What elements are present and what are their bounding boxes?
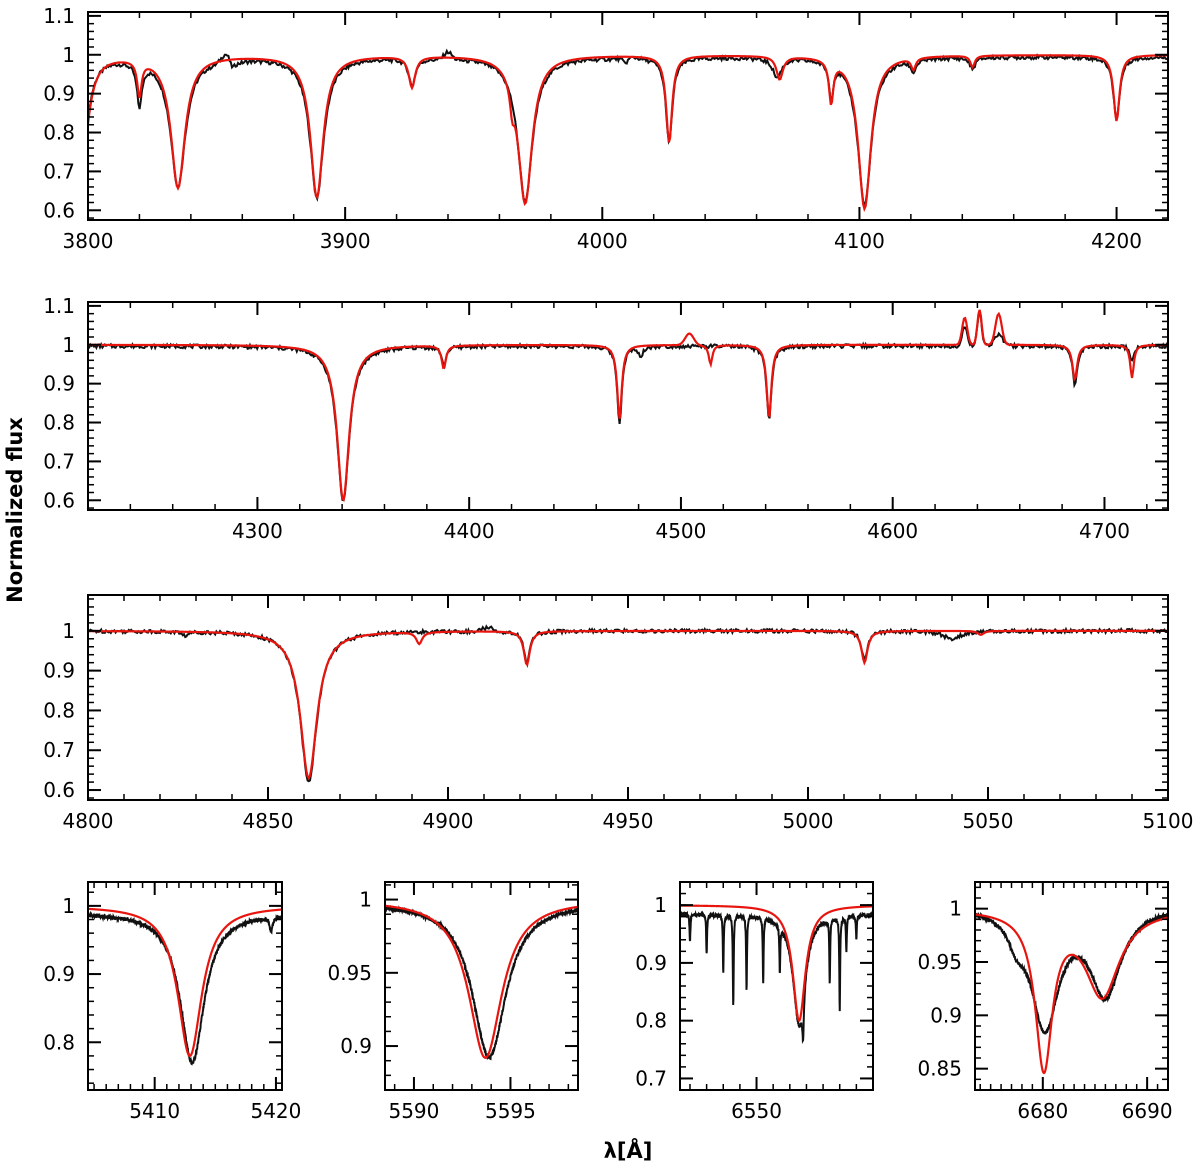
spectrum-panel: 4300 4400 4500 4600 4700 0.6 0.7 0.8 0.9 1 1.1	[43, 294, 1169, 543]
observed-spectrum-line	[88, 624, 1168, 783]
observed-spectrum-line	[975, 911, 1168, 1035]
y-tick-label: 1	[62, 894, 75, 918]
x-tick-label: 4000	[577, 229, 628, 253]
y-tick-label: 1	[949, 897, 962, 921]
y-tick-label: 0.9	[43, 82, 75, 106]
plot-frame	[87, 301, 1169, 511]
x-tick-label: 6690	[1122, 1099, 1173, 1123]
y-tick-label: 0.8	[43, 1030, 75, 1054]
x-tick-label: 3900	[320, 229, 371, 253]
x-tick-label: 5000	[783, 809, 834, 833]
y-tick-label: 0.9	[43, 372, 75, 396]
model-spectrum-line	[88, 309, 1168, 503]
x-tick-label: 4400	[444, 519, 495, 543]
model-spectrum-line	[385, 904, 578, 1059]
model-spectrum-line	[88, 629, 1168, 781]
y-tick-label: 0.9	[43, 659, 75, 683]
model-spectrum-line	[975, 913, 1168, 1075]
x-tick-label: 5595	[485, 1099, 536, 1123]
y-tick-label: 0.8	[43, 411, 75, 435]
y-tick-label: 0.95	[917, 950, 962, 974]
y-tick-label: 1.1	[43, 294, 75, 318]
y-tick-label: 0.9	[930, 1003, 962, 1027]
x-axis-title: λ[Å]	[604, 1138, 653, 1163]
x-tick-label: 4900	[423, 809, 474, 833]
x-tick-label: 3800	[63, 229, 114, 253]
y-tick-label: 0.7	[43, 159, 75, 183]
x-tick-label: 4950	[603, 809, 654, 833]
y-tick-label: 0.85	[917, 1057, 962, 1081]
y-tick-label: 1	[359, 888, 372, 912]
spectrum-panel: 5590 5595 0.9 0.95 1	[327, 881, 579, 1123]
y-axis-title: Normalized flux	[3, 417, 27, 603]
spectrum-panel: 6550 0.7 0.8 0.9 1	[635, 881, 874, 1123]
model-spectrum-line	[88, 54, 1168, 213]
observed-spectrum-line	[680, 909, 873, 1044]
y-tick-label: 1	[62, 619, 75, 643]
y-tick-label: 0.95	[327, 961, 372, 985]
observed-spectrum-line	[88, 911, 282, 1066]
y-tick-label: 0.7	[43, 449, 75, 473]
x-tick-label: 5590	[388, 1099, 439, 1123]
x-tick-label: 4100	[834, 229, 885, 253]
x-tick-label: 5050	[963, 809, 1014, 833]
y-tick-label: 1	[654, 893, 667, 917]
x-tick-label: 5410	[129, 1099, 180, 1123]
model-spectrum-line	[88, 907, 282, 1057]
y-tick-label: 0.8	[635, 1009, 667, 1033]
x-tick-label: 4200	[1091, 229, 1142, 253]
y-tick-label: 0.9	[43, 962, 75, 986]
x-tick-label: 4500	[655, 519, 706, 543]
y-tick-label: 0.7	[43, 738, 75, 762]
spectrum-panel: 4800 4850 4900 4950 5000 5050 5100 0.6 0.7 0.8 0.9…	[43, 594, 1194, 833]
y-tick-label: 1	[62, 333, 75, 357]
x-tick-label: 4850	[243, 809, 294, 833]
x-tick-label: 6550	[731, 1099, 782, 1123]
x-tick-label: 4600	[867, 519, 918, 543]
x-tick-label: 4300	[232, 519, 283, 543]
y-tick-label: 0.8	[43, 698, 75, 722]
plot-frame	[974, 881, 1169, 1091]
y-tick-label: 0.6	[43, 198, 75, 222]
spectrum-panel: 3800 3900 4000 4100 4200 0.6 0.7 0.8 0.9 1 1.1	[43, 4, 1169, 253]
y-tick-label: 0.6	[43, 778, 75, 802]
plot-frame	[679, 881, 874, 1091]
model-spectrum-line	[680, 904, 873, 1022]
spectrum-panel: 5410 5420 0.8 0.9 1	[43, 881, 301, 1123]
y-tick-label: 0.6	[43, 488, 75, 512]
x-tick-label: 4800	[63, 809, 114, 833]
y-tick-label: 0.9	[635, 951, 667, 975]
observed-spectrum-line	[88, 309, 1168, 502]
y-tick-label: 0.7	[635, 1066, 667, 1090]
plot-frame	[384, 881, 579, 1091]
plot-frame	[87, 11, 1169, 221]
observed-spectrum-line	[385, 904, 578, 1061]
x-tick-label: 5100	[1143, 809, 1194, 833]
y-tick-label: 0.9	[340, 1034, 372, 1058]
y-tick-label: 0.8	[43, 121, 75, 145]
x-tick-label: 5420	[250, 1099, 301, 1123]
plot-frame	[87, 881, 283, 1091]
y-tick-label: 1.1	[43, 4, 75, 28]
x-tick-label: 4700	[1079, 519, 1130, 543]
plot-frame	[87, 594, 1169, 801]
observed-spectrum-line	[88, 48, 1168, 206]
y-tick-label: 1	[62, 43, 75, 67]
x-tick-label: 6680	[1017, 1099, 1068, 1123]
spectrum-panel: 6680 6690 0.85 0.9 0.95 1	[917, 881, 1173, 1123]
